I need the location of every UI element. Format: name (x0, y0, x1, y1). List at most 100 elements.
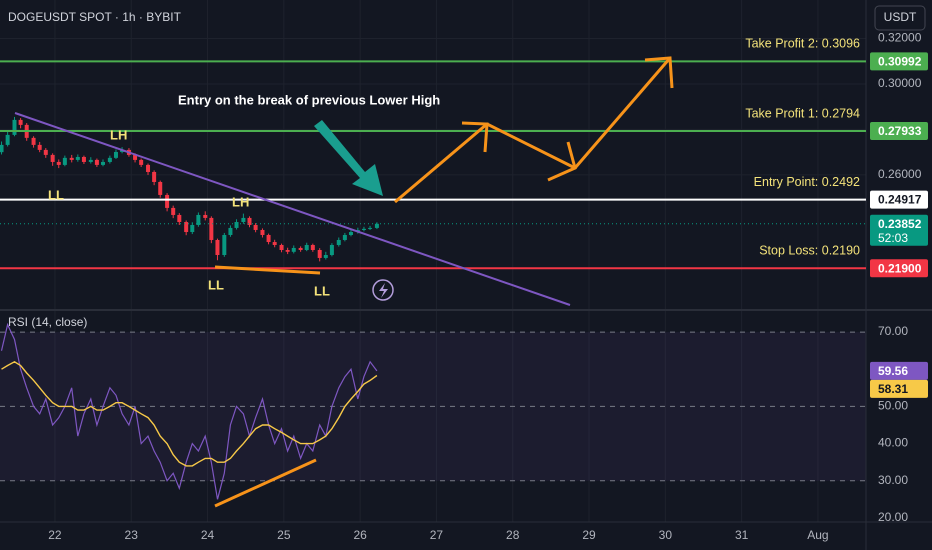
candle-body (158, 181, 163, 195)
candle-body (5, 134, 10, 145)
annotation: Entry on the break of previous Lower Hig… (178, 92, 440, 107)
candle-body (171, 207, 176, 215)
y-tick-label: 50.00 (878, 399, 908, 413)
grid-layer (0, 0, 866, 522)
alert-icon-bolt (379, 283, 388, 298)
candle-body (165, 194, 170, 208)
price-tag-label: 0.24917 (878, 193, 922, 207)
level-label: Take Profit 2: 0.3096 (745, 37, 860, 51)
annotation: LH (110, 127, 127, 142)
y-tick-label: 40.00 (878, 436, 908, 450)
candle-body (291, 247, 296, 252)
y-tick-label: 0.26000 (878, 167, 922, 181)
candle-body (329, 244, 334, 255)
candle-body (177, 214, 182, 223)
candle-body (323, 254, 328, 258)
candle-body (336, 239, 341, 245)
value-tag-label: 58.31 (878, 382, 908, 396)
x-tick-label: 23 (125, 528, 139, 542)
candle-body (342, 234, 347, 240)
price-tag-label: 0.30992 (878, 55, 922, 69)
candle-body (190, 224, 195, 233)
candle-body (368, 227, 373, 229)
pointer-arrow (314, 120, 383, 196)
candle-body (31, 137, 36, 145)
indicator-line (0, 322, 378, 500)
candle-body (228, 227, 233, 235)
marks-layer (0, 60, 866, 500)
value-tag (870, 361, 928, 380)
candle-body (37, 144, 42, 150)
price-tag (870, 52, 928, 71)
x-tick-label: 26 (353, 528, 367, 542)
candle-body (279, 244, 284, 250)
candle-body (133, 154, 138, 160)
y-tick-label: 0.32000 (878, 31, 922, 45)
annotation: LL (314, 283, 330, 298)
candle-body (215, 239, 220, 255)
candle-body (222, 234, 227, 255)
symbol-title: DOGEUSDT SPOT · 1h · BYBIT (8, 10, 182, 24)
y-tick-label: 70.00 (878, 324, 908, 338)
candle-body (56, 161, 61, 165)
candle-body (348, 232, 353, 235)
candle-body (285, 249, 290, 252)
x-tick-label: 24 (201, 528, 215, 542)
candle-body (75, 156, 80, 160)
x-tick-label: 27 (430, 528, 444, 542)
candle-body (203, 214, 208, 218)
candle-body (101, 161, 106, 165)
value-tag (870, 379, 928, 398)
candle-body (88, 159, 93, 162)
price-tag-label: 0.27933 (878, 124, 922, 138)
price-tag (870, 259, 928, 278)
trend-line (14, 112, 571, 306)
projection-arrow (394, 57, 672, 204)
candle-body (266, 234, 271, 243)
candle-body (62, 157, 67, 165)
arrow-head (644, 56, 674, 89)
price-tag (870, 121, 928, 140)
candle-body (304, 244, 309, 250)
currency-button-label[interactable]: USDT (884, 10, 917, 24)
candle-body (146, 164, 151, 172)
indicator-line (1, 360, 378, 467)
x-tick-label: 28 (506, 528, 520, 542)
candle-body (253, 224, 258, 230)
candle-body (361, 228, 366, 230)
candle-body (69, 157, 74, 160)
divergence-line (214, 265, 321, 275)
candle-body (12, 119, 17, 135)
divergence-line (214, 458, 317, 508)
candle-body (184, 222, 189, 233)
candle-body (94, 159, 99, 165)
level-label: Take Profit 1: 0.2794 (745, 106, 860, 120)
annotation: LL (208, 277, 224, 292)
last-price-label: 0.23852 (878, 217, 922, 231)
x-tick-label: Aug (807, 528, 828, 542)
candle-body (18, 119, 23, 125)
y-tick-label: 30.00 (878, 473, 908, 487)
annotation: LH (232, 194, 249, 209)
arrow-head (547, 141, 577, 182)
indicator-title: RSI (14, close) (8, 315, 87, 329)
price-tag-label: 0.21900 (878, 261, 922, 275)
level-label: Entry Point: 0.2492 (754, 175, 860, 189)
candle-body (107, 157, 112, 162)
candle-body (260, 229, 265, 235)
candle-body (317, 249, 322, 258)
alert-icon[interactable] (372, 279, 394, 301)
x-tick-label: 30 (659, 528, 673, 542)
candle-body (310, 244, 315, 250)
candle-body (152, 171, 157, 182)
last-price-tag (870, 214, 928, 246)
candle-body (0, 144, 4, 153)
candle-body (81, 156, 86, 162)
candle-body (247, 217, 252, 225)
x-tick-label: 31 (735, 528, 749, 542)
x-tick-label: 25 (277, 528, 291, 542)
currency-button[interactable] (874, 5, 926, 31)
